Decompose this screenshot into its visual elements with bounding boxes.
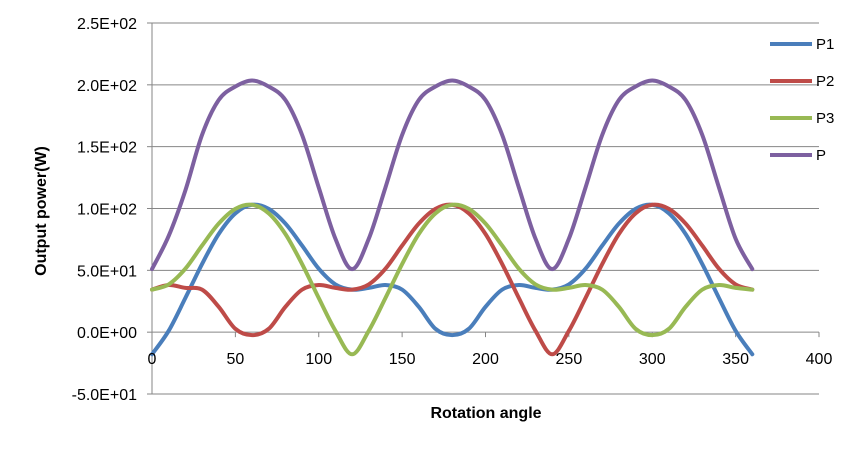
- y-tick-label: 1.5E+02: [77, 140, 137, 157]
- x-axis-title: Rotation angle: [430, 405, 541, 422]
- legend-label-p: P: [816, 147, 826, 164]
- x-tick-label: 100: [305, 351, 332, 368]
- x-tick-labels: 0 50 100 150 200 250 300 350 400: [148, 351, 833, 368]
- x-tick-label: 150: [389, 351, 416, 368]
- series-line-p3: [150, 202, 755, 357]
- x-tick-label: 300: [639, 351, 666, 368]
- x-tick-label: 50: [226, 351, 244, 368]
- y-axis-title: Output power(W): [33, 146, 50, 276]
- legend-label-p1: P1: [816, 36, 834, 53]
- y-tick-label: 5.0E+01: [77, 263, 137, 280]
- y-tick-label: 2.0E+02: [77, 78, 137, 95]
- legend-label-p3: P3: [816, 110, 834, 127]
- x-tick-label: 200: [472, 351, 499, 368]
- legend-label-p2: P2: [816, 73, 834, 90]
- x-tick-label: 0: [148, 351, 157, 368]
- y-tick-label: -5.0E+01: [72, 387, 137, 404]
- legend: P1 P2 P3 P: [770, 36, 834, 164]
- y-tick-label: 2.5E+02: [77, 16, 137, 33]
- y-tick-labels: -5.0E+01 0.0E+00 5.0E+01 1.0E+02 1.5E+02 2.0E…: [72, 16, 137, 404]
- x-tick-label: 400: [806, 351, 833, 368]
- x-tick-label: 350: [722, 351, 749, 368]
- x-tick-label: 250: [556, 351, 583, 368]
- series-line-p: [150, 78, 755, 272]
- y-tick-label: 0.0E+00: [77, 325, 137, 342]
- series-lines: [150, 78, 755, 357]
- y-tick-label: 1.0E+02: [77, 202, 137, 219]
